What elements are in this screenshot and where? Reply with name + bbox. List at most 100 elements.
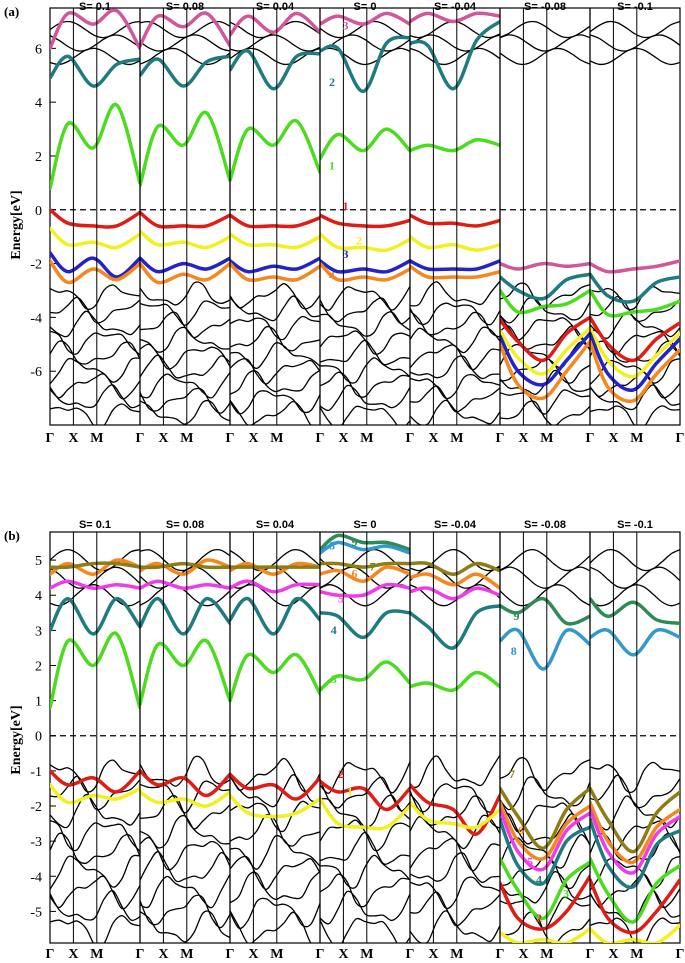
k-point-label: X xyxy=(518,431,528,446)
subplot-title: S= 0.08 xyxy=(166,519,204,531)
band-4-line xyxy=(410,604,500,650)
band-2-line xyxy=(590,272,680,304)
band-6-line xyxy=(140,558,230,576)
y-tick-label: 0 xyxy=(35,204,42,219)
subplot-title: S= 0.1 xyxy=(79,519,111,531)
band-line xyxy=(50,819,140,852)
band-3-line xyxy=(140,638,230,706)
band-line xyxy=(590,405,680,425)
band-line xyxy=(500,47,590,66)
band-1-line xyxy=(140,790,230,808)
band-2-line xyxy=(50,54,140,88)
band-6-line xyxy=(410,572,500,590)
band-line xyxy=(230,399,320,425)
band-line xyxy=(50,832,140,864)
band-line xyxy=(410,280,500,307)
band-line xyxy=(50,548,140,572)
band-number-label: 3 xyxy=(343,19,349,33)
subplot-title: S= 0.04 xyxy=(256,1,295,13)
band-number-label: 7 xyxy=(370,560,376,574)
panel-label-a: (a) xyxy=(4,4,19,19)
band-line xyxy=(590,311,680,339)
band-1-line xyxy=(230,793,320,819)
band-line xyxy=(140,354,230,379)
band-line xyxy=(140,281,230,306)
band-2-line xyxy=(500,874,590,931)
k-point-label: M xyxy=(180,947,193,962)
band-line xyxy=(50,889,140,922)
k-point-label: X xyxy=(248,431,258,446)
band-1-line xyxy=(230,118,320,182)
band-1-line xyxy=(50,208,140,229)
y-tick-label: 1 xyxy=(35,695,42,710)
band-line xyxy=(230,910,320,943)
highlighted-bands xyxy=(320,533,410,831)
band-3-line xyxy=(140,256,230,274)
band-1-line xyxy=(140,110,230,188)
k-point-label: X xyxy=(518,947,528,962)
band-line xyxy=(320,794,410,828)
band-line xyxy=(410,783,500,813)
band-line xyxy=(320,873,410,908)
subplot-title: S= -0.08 xyxy=(524,1,566,13)
band-4-line xyxy=(50,596,140,636)
k-point-label: M xyxy=(180,431,193,446)
k-point-label: Γ xyxy=(316,431,325,446)
band-line xyxy=(320,819,410,852)
band-line xyxy=(500,776,590,811)
band-line xyxy=(410,34,500,52)
band-3-line xyxy=(410,670,500,693)
band-2-line xyxy=(590,878,680,935)
highlighted-bands xyxy=(140,558,230,808)
band-3-line xyxy=(320,660,410,692)
band-2-line xyxy=(140,229,230,250)
band-line xyxy=(410,373,500,400)
band-5-line xyxy=(590,807,680,875)
band-3-line xyxy=(50,251,140,279)
band-4-line xyxy=(230,596,320,636)
k-point-label: M xyxy=(270,431,283,446)
band-number-label: 3 xyxy=(343,247,349,261)
band-4-line xyxy=(320,609,410,640)
k-point-label: X xyxy=(428,947,438,962)
band-4-line xyxy=(590,818,680,890)
band-line xyxy=(140,566,230,589)
band-line xyxy=(320,854,410,889)
band-line xyxy=(410,355,500,380)
background-bands xyxy=(230,549,320,943)
band-4-line xyxy=(410,264,500,280)
band-line xyxy=(230,390,320,415)
band-line xyxy=(50,854,140,890)
band-line xyxy=(50,296,140,324)
band-1-line xyxy=(500,315,590,363)
k-point-label: Γ xyxy=(406,947,415,962)
band-line xyxy=(590,286,680,311)
band-line xyxy=(410,837,500,872)
band-number-label: 7 xyxy=(509,767,515,781)
band-line xyxy=(230,774,320,808)
band-line xyxy=(230,295,320,322)
band-1-line xyxy=(230,213,320,229)
band-8-line xyxy=(320,540,410,555)
k-point-label: X xyxy=(338,947,348,962)
band-3-line xyxy=(320,11,410,26)
band-number-label: 2 xyxy=(329,75,335,89)
band-line xyxy=(50,914,140,943)
k-point-label: M xyxy=(360,431,373,446)
subplot-title: S= -0.1 xyxy=(617,519,653,531)
band-3-line xyxy=(140,11,230,48)
k-point-label: Γ xyxy=(226,947,235,962)
band-line xyxy=(50,759,140,793)
band-1-line xyxy=(50,783,140,805)
band-7-line xyxy=(140,561,230,570)
band-line xyxy=(500,34,590,52)
subplot-title: S= -0.1 xyxy=(617,1,653,13)
background-bands xyxy=(140,20,230,425)
band-line xyxy=(140,873,230,909)
band-3-line xyxy=(320,259,410,274)
highlighted-bands xyxy=(410,11,500,280)
band-number-label: 9 xyxy=(352,535,358,549)
band-line xyxy=(50,340,140,365)
band-2-line xyxy=(410,234,500,252)
